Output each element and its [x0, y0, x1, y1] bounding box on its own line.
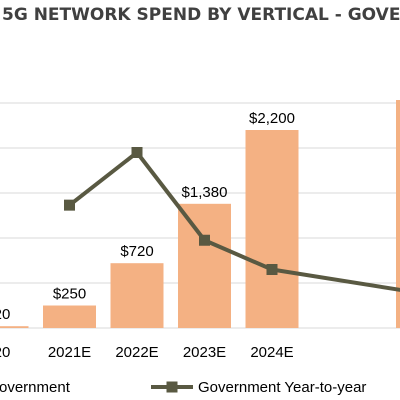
x-axis-ticks: 20 2021E 2022E 2023E 2024E	[0, 344, 294, 361]
bar-2022E	[110, 263, 164, 328]
data-labels: 20 $250 $720 $1,380 $2,200	[0, 110, 295, 323]
data-label-2024E: $2,200	[249, 110, 295, 127]
x-tick-label: 20	[0, 344, 10, 361]
legend-label-bars: overnment	[0, 379, 71, 396]
data-label-2022E: $720	[120, 243, 153, 260]
data-label-2021E: $250	[53, 286, 86, 303]
legend-line-marker	[166, 381, 178, 393]
line-marker-2023E	[199, 234, 210, 246]
line-marker-2021E	[64, 199, 75, 211]
x-tick-label: 2022E	[115, 344, 158, 361]
data-label-20: 20	[0, 306, 10, 323]
bar-series	[0, 100, 400, 328]
line-marker-2022E	[131, 147, 143, 158]
line-marker-2024E	[266, 264, 278, 275]
data-label-2023E: $1,380	[182, 184, 228, 201]
legend: overnment Government Year-to-year	[0, 379, 366, 396]
bar-2021E	[43, 305, 96, 328]
x-tick-label: 2024E	[250, 344, 293, 361]
chart-title: 5G NETWORK SPEND BY VERTICAL - GOVE	[2, 5, 400, 25]
x-tick-label: 2023E	[183, 344, 226, 361]
bar-20	[0, 326, 29, 328]
line-series	[64, 147, 400, 292]
bar-partial-right	[396, 100, 400, 328]
bar-2024E	[245, 130, 299, 328]
x-tick-label: 2021E	[48, 344, 91, 361]
bar-2023E	[178, 203, 231, 328]
legend-label-line: Government Year-to-year	[198, 379, 366, 396]
